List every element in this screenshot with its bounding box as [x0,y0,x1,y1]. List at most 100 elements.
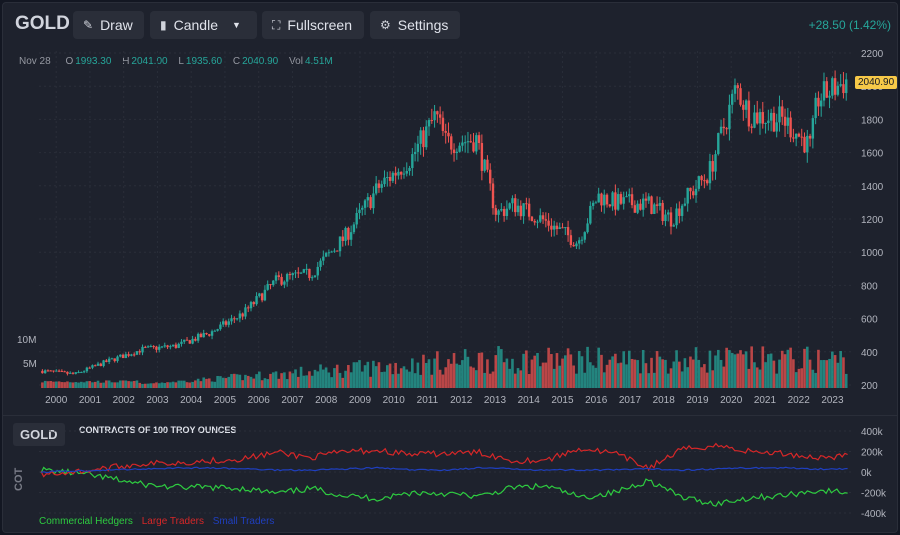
candle-body [636,203,639,213]
price-chart[interactable]: 2200 2000 1800 1600 1400 1200 1000 800 600 400 200… [3,3,897,415]
volume-bar [344,370,347,388]
candle-body [344,227,347,241]
volume-bar [277,378,281,388]
candle-body [444,130,447,133]
volume-bar [121,380,125,388]
volume-bar [185,382,189,388]
volume-bar [146,383,150,388]
volume-bar [383,371,386,388]
volume-bar [525,350,528,388]
draw-button[interactable]: ✎ Draw [73,11,144,39]
volume-bar [149,383,153,388]
year-tick-label: 2021 [754,395,777,406]
volume-bar [260,380,264,388]
volume-bar [266,379,269,388]
candle-body [555,225,559,230]
volume-bar [294,369,297,388]
volume-bar [385,365,389,388]
volume-bar [711,370,715,388]
candle-body [683,203,687,206]
candle-body [46,370,50,372]
volume-bar [155,382,158,388]
candle-body [94,365,97,367]
candle-body [130,354,133,356]
volume-bar [394,362,397,388]
candle-body [80,372,83,374]
volume-bar [166,382,169,388]
volume-bar [99,382,103,388]
candle-body [767,120,770,123]
candle-body [227,321,230,325]
year-tick-label: 2020 [720,395,743,406]
candle-body [269,284,272,286]
candle-body [322,256,325,261]
volume-bar [728,350,731,388]
price-tick-label: 1600 [861,149,884,160]
ohlc-l-label: L [178,56,184,67]
candle-body [458,145,461,152]
candle-body [416,143,420,152]
candle-body [511,198,514,204]
volume-bar [661,359,664,388]
candle-body [842,84,845,94]
volume-bar [555,353,559,388]
candle-body [486,159,489,170]
candle-body [336,250,339,252]
candle-body [466,141,470,143]
volume-bar [335,364,339,388]
volume-bar [678,361,681,388]
candle-body [43,370,47,374]
volume-bar [550,354,553,388]
candle-body [575,243,578,247]
volume-bar [46,381,50,388]
volume-bar [349,372,353,388]
volume-bar [575,373,578,388]
volume-bar [402,366,406,388]
volume-bar [416,362,420,388]
candle-body [427,120,431,127]
volume-bar [505,358,509,388]
year-tick-label: 2018 [653,395,676,406]
candle-body [461,142,464,146]
candle-body [694,188,698,196]
volume-bar [363,365,367,388]
candle-body [522,203,525,217]
volume-bar [761,346,765,388]
year-tick-label: 2010 [383,395,406,406]
candle-body [60,370,64,372]
volume-bar [196,378,200,388]
volume-bar [488,373,492,388]
volume-bar [689,356,692,388]
volume-bar [249,376,253,388]
candle-body [408,168,411,171]
ohlc-o-label: O [65,56,74,67]
volume-bar [327,372,331,388]
settings-button[interactable]: ⚙ Settings [370,11,460,39]
candle-body [672,225,675,227]
volume-bar [739,350,742,388]
candle-body [274,275,278,281]
volume-bar [310,375,314,388]
volume-bar [664,359,667,388]
volume-bar [808,359,812,388]
volume-bar [497,346,500,388]
candle-body [828,95,831,98]
pane-separator[interactable] [3,415,897,416]
year-tick-label: 2019 [686,395,709,406]
candle-body [383,177,386,185]
candle-body [589,205,592,224]
volume-bar [372,360,375,388]
fullscreen-button[interactable]: ⛶ Fullscreen [262,11,364,39]
cot-tick-label: 0k [861,468,873,479]
candle-body [386,177,389,179]
candle-body [352,224,356,233]
volume-bar [283,372,286,388]
candle-button[interactable]: ▮ Candle ▼ [150,11,257,39]
volume-bar [118,380,122,388]
candle-body [650,196,653,214]
year-tick-label: 2003 [146,395,169,406]
candle-body [166,345,169,348]
volume-bar [533,355,537,388]
candle-body [764,122,767,124]
volume-bar [722,366,726,388]
